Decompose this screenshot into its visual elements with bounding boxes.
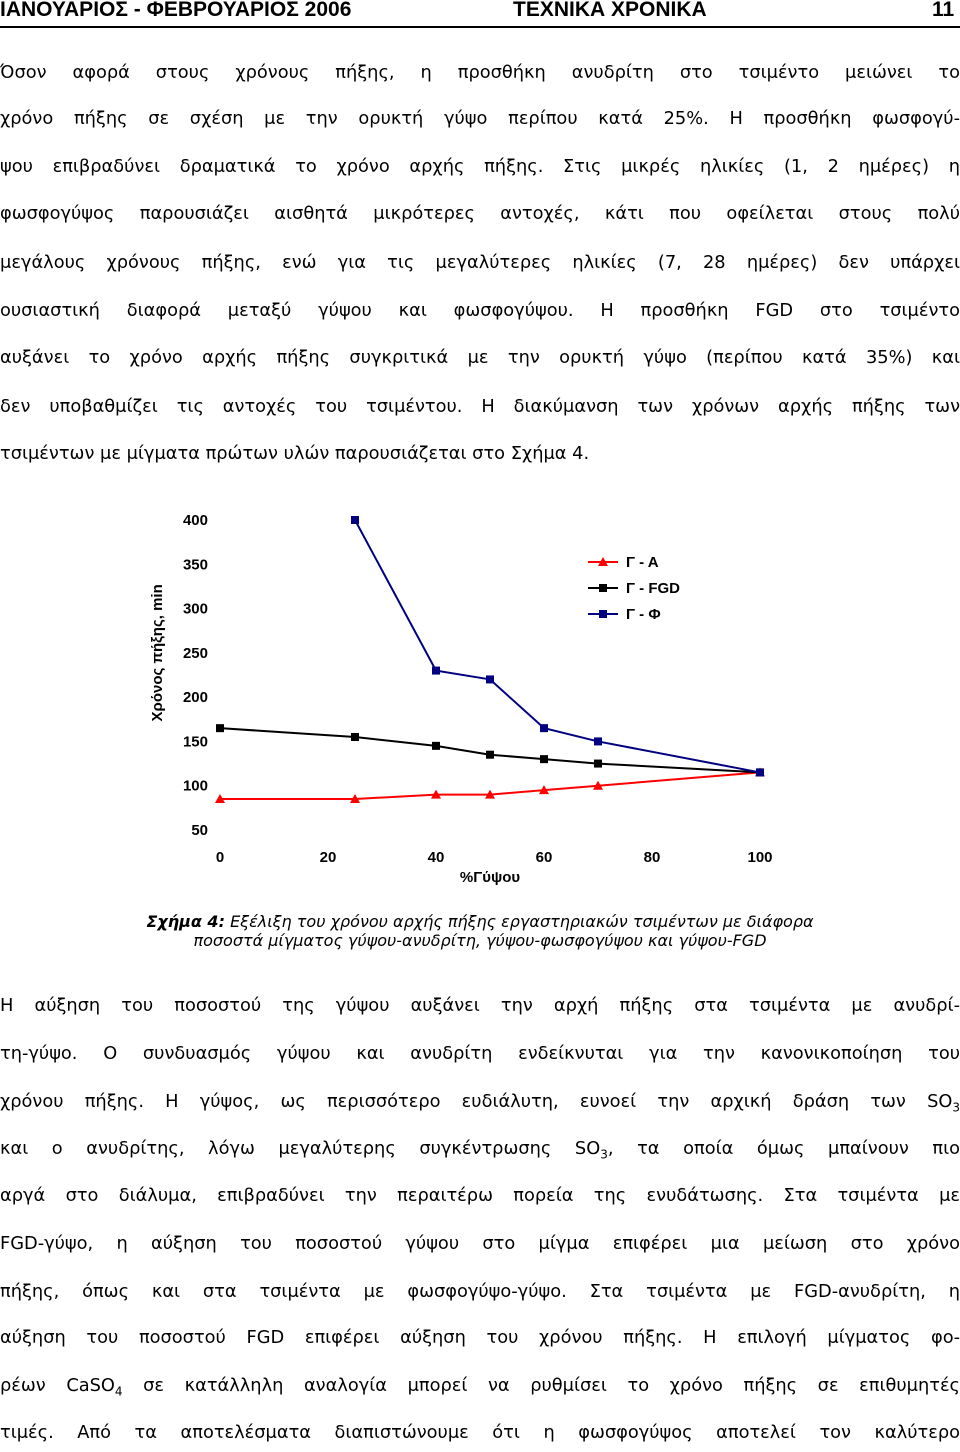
y-tick-label: 100 (183, 778, 208, 795)
legend-marker (599, 610, 607, 618)
text-line: Η αύξηση του ποσοστού της γύψου αυξάνει … (0, 995, 960, 1016)
data-point (351, 516, 359, 524)
text-line: φωσφογύψος παρουσιάζει αισθητά μικρότερε… (0, 203, 960, 224)
y-axis-label: Χρόνος πήξης, min (149, 584, 166, 721)
x-tick-label: 100 (747, 849, 772, 866)
figure-4-chart: 50 100 150 200 250 300 350 400 0 20 40 60 80 100 %Γύψο… (130, 500, 780, 890)
data-point (432, 741, 440, 750)
caption-line-1: Εξέλιξη του χρόνου αρχής πήξης εργαστηρι… (230, 912, 814, 931)
x-tick-label: 0 (216, 849, 224, 866)
data-point (486, 675, 494, 684)
series-line-2 (354, 520, 761, 774)
y-tick-label: 50 (191, 822, 208, 839)
data-point (485, 789, 495, 799)
x-tick-label: 80 (644, 849, 661, 866)
data-point (756, 768, 764, 777)
data-point (350, 794, 360, 803)
issue-date: ΙΑΝΟΥΑΡΙΟΣ - ΦΕΒΡΟΥΑΡΙΟΣ 2006 (0, 0, 352, 21)
y-tick-label: 300 (183, 601, 208, 618)
data-point (593, 780, 603, 790)
text-line: αύξηση του ποσοστού FGD επιφέρει αύξηση … (0, 1327, 960, 1348)
text-line: ουσιαστική διαφορά μεταξύ γύψου και φωσφ… (0, 300, 960, 321)
running-header: ΙΑΝΟΥΑΡΙΟΣ - ΦΕΒΡΟΥΑΡΙΟΣ 2006 ΤΕΧΝΙΚΑ ΧΡ… (0, 0, 960, 26)
data-point (594, 759, 602, 768)
text-line: μεγάλους χρόνους πήξης, ενώ για τις μεγα… (0, 252, 960, 273)
subscript: 3 (600, 1147, 608, 1162)
text-line: αργά στο διάλυμα, επιβραδύνει την περαιτ… (0, 1185, 960, 1206)
y-tick-label: 150 (183, 733, 208, 750)
x-tick-label: 20 (320, 849, 337, 866)
subscript: 3 (952, 1100, 960, 1115)
journal-title: ΤΕΧΝΙΚΑ ΧΡΟΝΙΚΑ (513, 0, 707, 21)
legend-marker (598, 557, 608, 566)
text-line: δεν υποβαθμίζει τις αντοχές του τσιμέντο… (0, 396, 960, 417)
data-point (216, 724, 224, 733)
y-tick-label: 400 (183, 512, 208, 529)
data-point (539, 785, 549, 795)
data-point (540, 724, 548, 733)
text-line: FGD-γύψο, η αύξηση του ποσοστού γύψου στ… (0, 1233, 960, 1254)
y-tick-label: 200 (183, 689, 208, 706)
figure-caption: Σχήμα 4: Εξέλιξη του χρόνου αρχής πήξης … (0, 912, 960, 950)
text-line: ψου επιβραδύνει δραματικά το χρόνο αρχής… (0, 156, 960, 177)
subscript: 4 (114, 1384, 123, 1399)
legend-entry: Γ - Α (626, 554, 659, 571)
caption-line-2: ποσοστά μίγματος γύψου-ανυδρίτη, γύψου-φ… (193, 931, 767, 950)
text-line: πήξης, όπως και στα τσιμέντα με φωσφογύψ… (0, 1281, 960, 1302)
y-tick-label: 250 (183, 645, 208, 662)
text-line: και ο ανυδρίτης, λόγω μεγαλύτερης συγκέν… (0, 1138, 960, 1162)
text-line: Όσον αφορά στους χρόνους πήξης, η προσθή… (0, 62, 960, 83)
text-line: τιμές. Από τα αποτελέσματα διαπιστώνουμε… (0, 1422, 960, 1443)
data-point (351, 733, 359, 741)
x-tick-label: 40 (428, 849, 445, 866)
data-point (486, 750, 494, 759)
page-number: 11 (932, 0, 955, 21)
y-tick-label: 350 (183, 556, 208, 573)
data-point (431, 789, 441, 799)
text-line: τσιμέντων με μίγματα πρώτων υλών παρουσι… (0, 443, 590, 464)
legend-marker (599, 584, 607, 592)
text-line: ρέων CaSO4 σε κατάλληλη αναλογία μπορεί … (0, 1375, 960, 1399)
legend-entry: Γ - FGD (626, 580, 680, 597)
series-line-1 (219, 727, 761, 774)
text-line: αυξάνει το χρόνο αρχής πήξης συγκριτικά … (0, 347, 960, 368)
data-point (540, 755, 548, 764)
chart-svg: 50 100 150 200 250 300 350 400 0 20 40 60 80 100 %Γύψο… (149, 512, 773, 886)
header-rule (0, 26, 960, 28)
data-point (215, 794, 225, 803)
x-tick-label: 60 (536, 849, 553, 866)
text-line: τη-γύψο. Ο συνδυασμός γύψου και ανυδρίτη… (0, 1043, 960, 1064)
caption-label: Σχήμα 4: (146, 912, 225, 931)
x-axis-label: %Γύψου (460, 869, 521, 886)
text-line: χρόνου πήξης. Η γύψος, ως περισσότερο ευ… (0, 1091, 960, 1115)
legend-entry: Γ - Φ (626, 606, 661, 623)
text-line: χρόνο πήξης σε σχέση με την ορυκτή γύψο … (0, 108, 960, 129)
data-point (594, 737, 602, 746)
data-point (432, 666, 440, 675)
